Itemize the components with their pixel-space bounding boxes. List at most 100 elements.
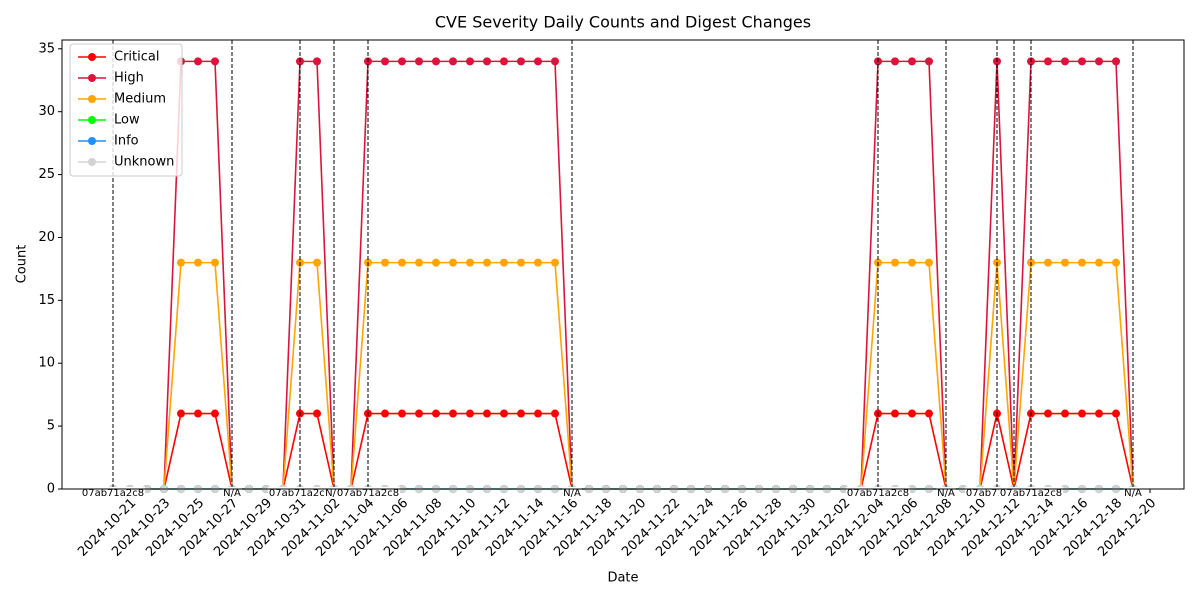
data-point <box>381 57 389 66</box>
data-point <box>891 409 899 418</box>
data-point <box>517 258 525 267</box>
data-point <box>908 409 916 418</box>
annotation-background <box>80 487 146 499</box>
data-point <box>194 57 202 66</box>
data-point <box>1078 258 1086 267</box>
y-axis-label: Count <box>15 245 30 284</box>
data-point <box>483 409 491 418</box>
annotation-label: 07ab71a2c8 <box>1000 488 1062 499</box>
data-point <box>177 409 185 418</box>
legend-marker <box>88 74 96 82</box>
legend-marker <box>88 95 96 103</box>
data-point <box>1061 57 1069 66</box>
annotation-background <box>222 487 242 499</box>
data-point <box>398 57 406 66</box>
data-point <box>415 258 423 267</box>
plot-frame <box>61 39 1185 490</box>
data-point <box>449 258 457 267</box>
annotation-background <box>1123 487 1143 499</box>
data-point <box>1061 409 1069 418</box>
data-point <box>398 409 406 418</box>
data-point <box>1095 57 1103 66</box>
y-tick-label: 0 <box>47 482 55 497</box>
data-point <box>925 57 933 66</box>
data-point <box>551 57 559 66</box>
data-point <box>194 258 202 267</box>
data-point <box>1061 258 1069 267</box>
data-point <box>466 258 474 267</box>
data-point <box>1095 409 1103 418</box>
annotation-label: N/A <box>563 488 581 499</box>
data-point <box>466 57 474 66</box>
data-point <box>381 258 389 267</box>
annotation-background <box>267 487 333 499</box>
data-point <box>1044 258 1052 267</box>
data-point <box>1044 409 1052 418</box>
annotation: 07ab71a2c8 <box>845 487 911 499</box>
annotation: N/A <box>1123 487 1143 499</box>
legend-label: Medium <box>114 92 166 107</box>
annotation-label: 07ab71a2c8 <box>847 488 909 499</box>
y-tick-label: 35 <box>38 41 55 56</box>
data-point <box>449 409 457 418</box>
data-point <box>194 409 202 418</box>
legend-marker <box>88 53 96 61</box>
data-point <box>500 258 508 267</box>
data-point <box>415 57 423 66</box>
y-tick-label: 10 <box>38 356 55 371</box>
data-point <box>891 258 899 267</box>
data-point <box>1044 57 1052 66</box>
legend-label: Critical <box>114 50 159 65</box>
annotation: N/A <box>562 487 582 499</box>
data-point <box>551 409 559 418</box>
x-axis-label: Date <box>607 571 638 586</box>
annotation-background <box>562 487 582 499</box>
annotation: 07ab71a2c8 <box>335 487 401 499</box>
data-point <box>534 57 542 66</box>
annotation: 07ab71a2c8 <box>998 487 1064 499</box>
legend-marker <box>88 116 96 124</box>
data-point <box>1095 258 1103 267</box>
data-point <box>415 409 423 418</box>
annotation-label: 07ab71a2c8 <box>82 488 144 499</box>
annotation-label: 07ab71a2c8 <box>269 488 331 499</box>
data-point <box>449 57 457 66</box>
data-point <box>1078 409 1086 418</box>
data-point <box>432 57 440 66</box>
data-point <box>925 258 933 267</box>
data-point <box>211 258 219 267</box>
data-point <box>1078 57 1086 66</box>
data-point <box>551 258 559 267</box>
y-tick-label: 25 <box>38 167 55 182</box>
y-tick-label: 30 <box>38 104 55 119</box>
data-point <box>1112 57 1120 66</box>
chart-title: CVE Severity Daily Counts and Digest Cha… <box>435 13 811 32</box>
annotation: N/A <box>222 487 242 499</box>
data-point <box>381 409 389 418</box>
data-point <box>908 57 916 66</box>
data-point <box>398 258 406 267</box>
data-point <box>313 258 321 267</box>
data-point <box>313 57 321 66</box>
annotation-label: 07ab71a2c8 <box>337 488 399 499</box>
data-point <box>177 258 185 267</box>
annotation-background <box>936 487 956 499</box>
legend-box <box>69 43 183 177</box>
data-point <box>483 57 491 66</box>
annotation-background <box>335 487 401 499</box>
data-point <box>500 409 508 418</box>
data-point <box>891 57 899 66</box>
legend-marker <box>88 158 96 166</box>
y-tick-label: 20 <box>38 230 55 245</box>
data-point <box>517 409 525 418</box>
annotation: 07ab71a2c8 <box>267 487 333 499</box>
legend-label: Low <box>114 113 140 128</box>
y-tick-label: 15 <box>38 293 55 308</box>
data-point <box>534 409 542 418</box>
data-point <box>211 409 219 418</box>
annotation-background <box>998 487 1064 499</box>
data-point <box>1112 258 1120 267</box>
data-point <box>466 409 474 418</box>
data-point <box>313 409 321 418</box>
